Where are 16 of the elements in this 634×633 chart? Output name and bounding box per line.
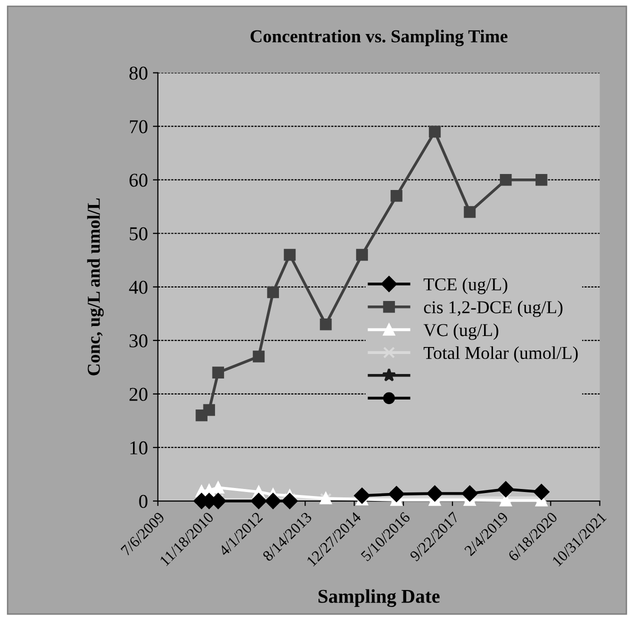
chart-title: Concentration vs. Sampling Time bbox=[250, 30, 508, 46]
y-tick-label: 0 bbox=[139, 494, 148, 508]
y-tick-label: 60 bbox=[130, 174, 148, 187]
y-tick-label: 70 bbox=[130, 120, 148, 134]
x-axis-title: Sampling Date bbox=[318, 589, 440, 607]
legend-label: TCE (ug/L) bbox=[424, 278, 508, 294]
y-tick-label: 80 bbox=[129, 66, 148, 80]
y-tick-label: 50 bbox=[130, 227, 148, 240]
y-axis-title: Conc, ug/L and umol/L bbox=[87, 198, 104, 376]
y-tick-label: 30 bbox=[130, 334, 148, 348]
y-tick-label: 40 bbox=[129, 280, 148, 294]
legend-label: Total Molar (umol/L) bbox=[424, 346, 578, 363]
legend-label: VC (ug/L) bbox=[424, 323, 498, 340]
y-tick-label: 20 bbox=[130, 388, 148, 401]
legend-label: cis 1,2-DCE (ug/L) bbox=[424, 300, 562, 318]
y-tick-label: 10 bbox=[130, 441, 148, 454]
